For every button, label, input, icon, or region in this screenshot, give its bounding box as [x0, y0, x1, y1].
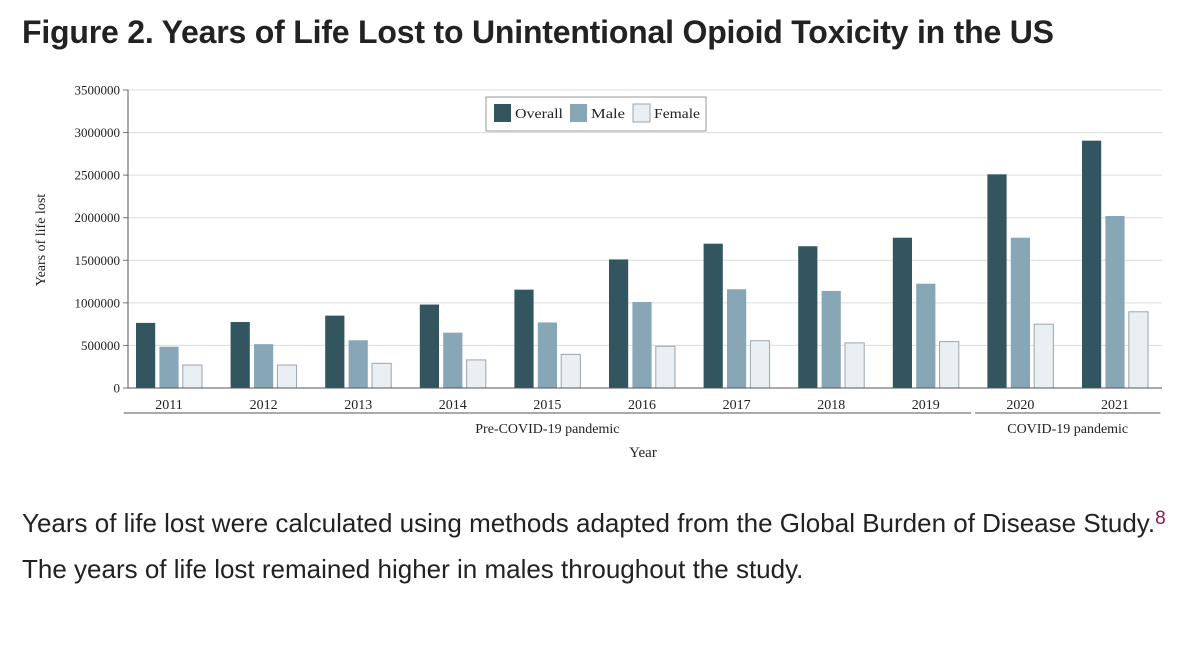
period-groups: Pre-COVID-19 pandemic COVID-19 pandemic [123, 412, 1161, 437]
period-label: Pre-COVID-19 pandemic [475, 422, 619, 437]
caption-text-before: Years of life lost were calculated using… [22, 508, 1156, 538]
x-tick-label: 2021 [1101, 398, 1129, 413]
x-tick-label: 2020 [1006, 398, 1034, 413]
bar-male-2019 [916, 283, 936, 388]
y-tick-label: 1500000 [75, 253, 121, 268]
bar-overall-2019 [892, 237, 912, 388]
period-label: COVID-19 pandemic [1007, 422, 1128, 437]
bar-overall-2018 [798, 246, 818, 388]
bar-female-2013 [371, 362, 392, 389]
legend-label-female: Female [654, 107, 700, 122]
bar-female-2018 [844, 342, 865, 389]
chart-axes [127, 90, 1162, 389]
bar-male-2016 [632, 302, 652, 388]
bar-overall-2017 [703, 243, 723, 388]
chart-bars [136, 140, 1149, 389]
x-tick-label: 2019 [912, 398, 940, 413]
x-tick-label: 2016 [628, 398, 656, 413]
y-axis-ticks: 0 500000 1000000 1500000 2000000 2500000 30000… [75, 83, 128, 396]
bar-male-2021 [1105, 216, 1125, 388]
bar-male-2014 [443, 332, 463, 388]
y-tick-label: 2500000 [75, 168, 121, 183]
bar-female-2011 [182, 364, 203, 389]
bar-overall-2020 [987, 174, 1007, 388]
bar-chart: 0 500000 1000000 1500000 2000000 2500000 30000… [34, 83, 1162, 461]
bar-male-2012 [254, 344, 274, 388]
chart-gridlines [128, 89, 1162, 346]
bar-female-2017 [749, 340, 771, 389]
figure-caption: Years of life lost were calculated using… [22, 500, 1182, 592]
legend-swatch-male [570, 104, 587, 122]
bar-overall-2011 [136, 322, 156, 388]
bar-overall-2015 [514, 289, 534, 388]
footnote-reference[interactable]: 8 [1155, 508, 1166, 529]
x-tick-label: 2017 [723, 398, 751, 413]
bar-female-2019 [939, 341, 960, 389]
bar-female-2020 [1033, 323, 1054, 389]
y-tick-label: 500000 [81, 338, 120, 353]
bar-overall-2014 [419, 304, 439, 388]
y-tick-label: 0 [114, 381, 121, 396]
x-tick-label: 2015 [533, 398, 561, 413]
y-tick-label: 2000000 [75, 210, 121, 225]
bar-male-2011 [159, 346, 179, 388]
y-tick-label: 3500000 [75, 83, 121, 98]
bar-overall-2013 [325, 315, 345, 388]
legend-label-male: Male [591, 107, 625, 122]
x-tick-label: 2011 [155, 398, 182, 413]
legend-swatch-female [632, 103, 651, 123]
legend-swatch-overall [494, 104, 511, 122]
y-axis-title: Years of life lost [34, 194, 49, 286]
x-axis-ticks: 2011 2012 2013 2014 2015 2016 2017 2018 2019 2020… [155, 398, 1129, 413]
bar-male-2013 [348, 340, 368, 388]
bar-male-2017 [727, 289, 747, 388]
bar-female-2016 [655, 345, 676, 389]
legend-label-overall: Overall [515, 107, 563, 122]
figure-title: Figure 2. Years of Life Lost to Unintent… [22, 14, 1054, 50]
bar-overall-2021 [1082, 140, 1102, 388]
x-axis-title: Year [629, 445, 657, 461]
legend-box [485, 96, 707, 132]
bar-male-2018 [821, 290, 841, 388]
bar-female-2021 [1128, 311, 1149, 389]
bar-female-2014 [466, 359, 487, 389]
bar-overall-2016 [609, 259, 629, 388]
bar-female-2012 [276, 364, 298, 389]
chart-legend: Overall Male Female [485, 96, 707, 132]
bar-male-2015 [537, 322, 557, 388]
y-tick-label: 1000000 [75, 295, 121, 310]
bar-overall-2012 [230, 322, 250, 388]
y-tick-label: 3000000 [75, 125, 121, 140]
caption-text-after: The years of life lost remained higher i… [22, 554, 804, 584]
bar-female-2015 [560, 353, 581, 389]
x-tick-label: 2013 [344, 398, 372, 413]
x-tick-label: 2018 [817, 398, 845, 413]
x-tick-label: 2014 [439, 398, 467, 413]
x-tick-label: 2012 [250, 398, 278, 413]
bar-male-2020 [1010, 237, 1030, 388]
